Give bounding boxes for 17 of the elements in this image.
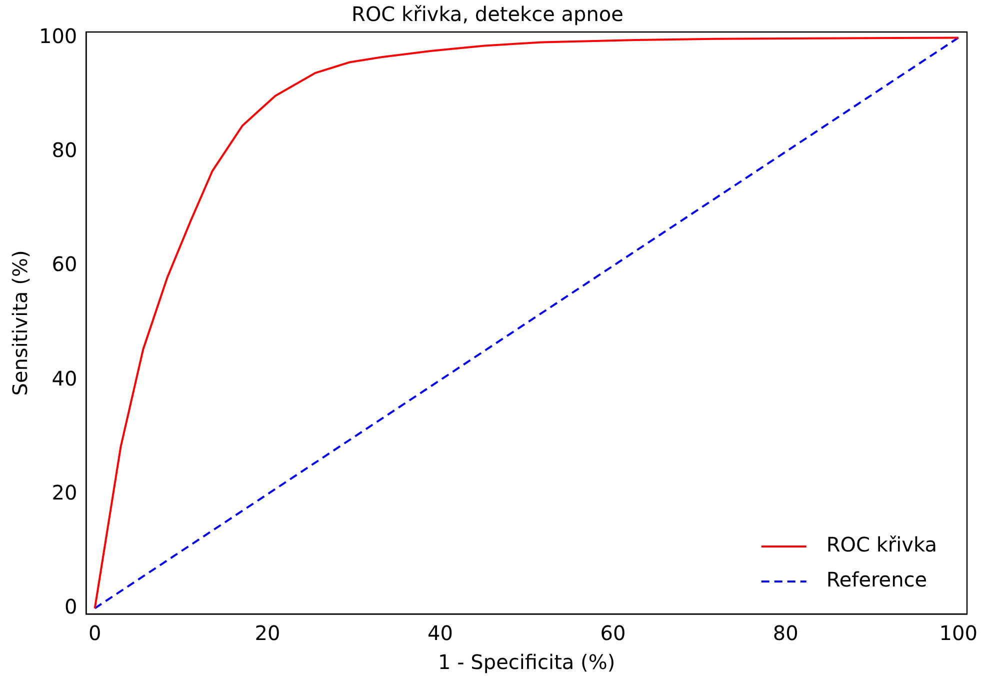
x-tick-label: 20 (254, 621, 280, 646)
y-tick-label: 20 (52, 480, 78, 504)
y-tick-label: 80 (52, 138, 78, 162)
chart-title: ROC křivka, detekce apnoe (352, 2, 624, 26)
y-axis-title: Sensitivita (%) (8, 250, 32, 396)
x-tick-label: 100 (939, 621, 978, 646)
x-tick-label: 80 (772, 621, 798, 646)
x-tick-label: 0 (88, 621, 102, 646)
legend-label: Reference (826, 568, 928, 592)
y-tick-label: 40 (52, 366, 78, 390)
x-tick-label: 60 (600, 621, 626, 646)
legend-label: ROC křivka (826, 532, 938, 557)
y-tick-label: 60 (52, 252, 78, 276)
x-tick-label: 40 (428, 621, 453, 646)
y-tick-label: 0 (64, 594, 78, 618)
y-tick-label: 100 (38, 24, 78, 48)
x-axis-title: 1 - Specificita (%) (438, 650, 616, 674)
